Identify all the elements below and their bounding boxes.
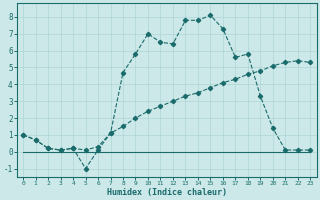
X-axis label: Humidex (Indice chaleur): Humidex (Indice chaleur) (107, 188, 227, 197)
